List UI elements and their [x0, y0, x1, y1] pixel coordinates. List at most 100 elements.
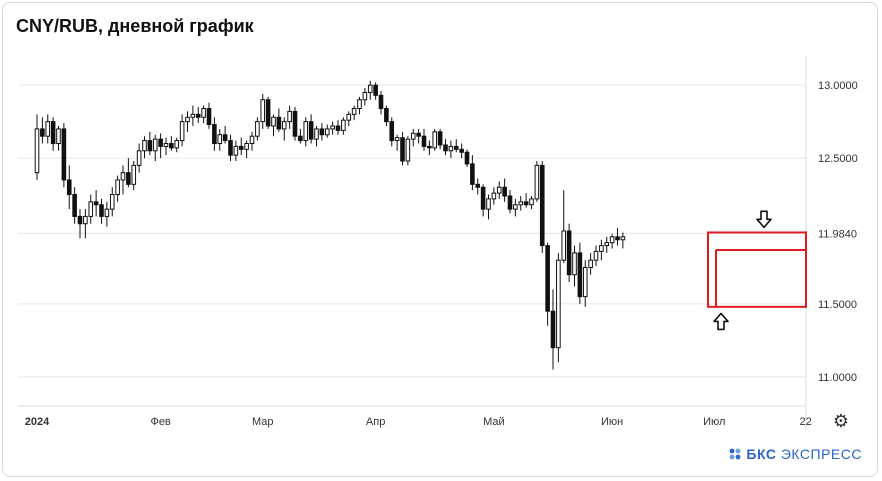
candle	[136, 143, 142, 173]
candle-body	[120, 172, 126, 181]
candle-body	[335, 125, 341, 131]
candle-body	[260, 99, 266, 123]
candle-body	[292, 110, 298, 137]
candle	[260, 93, 266, 129]
candle	[593, 245, 599, 266]
candle-body	[351, 108, 357, 115]
x-tick-label: Май	[483, 416, 505, 428]
candle	[486, 194, 491, 220]
candle-body	[99, 204, 104, 217]
candle	[287, 105, 292, 129]
candle	[152, 134, 158, 161]
candle-body	[523, 201, 529, 206]
candle	[475, 178, 481, 195]
candle	[303, 117, 309, 147]
candle-body	[72, 194, 77, 217]
arrow-down-icon	[756, 210, 772, 229]
candle-body	[217, 134, 223, 144]
candle	[324, 124, 330, 138]
candle-body	[410, 132, 416, 140]
candle	[545, 242, 550, 326]
candle	[330, 121, 335, 135]
candle-body	[502, 186, 507, 197]
candle-body	[507, 195, 513, 210]
candle	[599, 239, 604, 261]
candle	[158, 133, 163, 159]
candle-body	[470, 163, 475, 185]
candle-body	[620, 236, 626, 241]
candle-body	[421, 135, 427, 147]
candle-body	[464, 151, 470, 165]
candle-body	[486, 198, 491, 210]
candle-body	[394, 137, 400, 142]
candle	[120, 165, 126, 195]
candle	[142, 136, 147, 159]
candle-body	[233, 145, 239, 156]
candle-body	[115, 179, 120, 196]
candle	[604, 236, 610, 253]
brand-suffix: ЭКСПРЕСС	[780, 446, 862, 462]
candle-body	[142, 140, 147, 152]
candle	[163, 137, 169, 156]
candle	[195, 107, 201, 124]
candle	[615, 228, 620, 246]
candle	[126, 158, 131, 188]
x-tick-label: 2024	[25, 416, 50, 428]
x-tick-label: 22	[800, 416, 812, 428]
candle	[427, 140, 432, 156]
candle-body	[136, 150, 142, 166]
candle	[174, 137, 180, 153]
candle-body	[271, 116, 276, 127]
candle-body	[588, 259, 593, 268]
chart-title: CNY/RUB, дневной график	[16, 16, 254, 36]
candle-body	[126, 172, 131, 185]
candle-body	[534, 164, 540, 200]
candle	[378, 91, 384, 115]
candle	[169, 136, 174, 151]
candle	[244, 140, 249, 159]
candle-body	[330, 125, 335, 130]
arrow-up-icon	[713, 312, 729, 331]
candle	[298, 128, 303, 144]
candle-body	[475, 183, 481, 188]
candle	[416, 128, 421, 144]
candle	[40, 117, 45, 144]
candle	[448, 140, 454, 159]
candle-body	[378, 94, 384, 109]
candle	[131, 161, 137, 191]
candle-body	[346, 113, 352, 121]
candle	[620, 232, 626, 249]
candle-body	[437, 131, 443, 146]
candle-body	[190, 113, 196, 118]
candle-body	[496, 186, 502, 194]
candle-body	[443, 144, 448, 152]
candle-body	[314, 128, 319, 140]
candle	[394, 134, 400, 151]
candle-body	[174, 140, 180, 149]
candle-body	[389, 121, 395, 142]
candle	[384, 105, 389, 126]
candle-body	[432, 131, 438, 149]
candle-body	[56, 128, 61, 145]
candle	[432, 128, 438, 151]
candle-body	[88, 201, 94, 217]
candle	[93, 190, 99, 217]
candle-body	[599, 245, 604, 252]
candle-body	[169, 143, 174, 149]
candle-body	[40, 128, 45, 137]
candle	[249, 131, 255, 151]
candle	[561, 190, 567, 264]
candle	[185, 111, 190, 132]
candle-body	[61, 128, 67, 181]
candle-body	[249, 135, 255, 144]
candle-body	[66, 179, 72, 196]
candle-body	[281, 121, 287, 130]
gear-icon[interactable]: ⚙	[832, 411, 850, 431]
candle	[362, 88, 368, 106]
candle	[351, 105, 357, 121]
candle	[609, 233, 615, 249]
y-tick-label: 11.5000	[818, 299, 857, 311]
candle-body	[427, 145, 432, 149]
candle	[88, 194, 94, 224]
